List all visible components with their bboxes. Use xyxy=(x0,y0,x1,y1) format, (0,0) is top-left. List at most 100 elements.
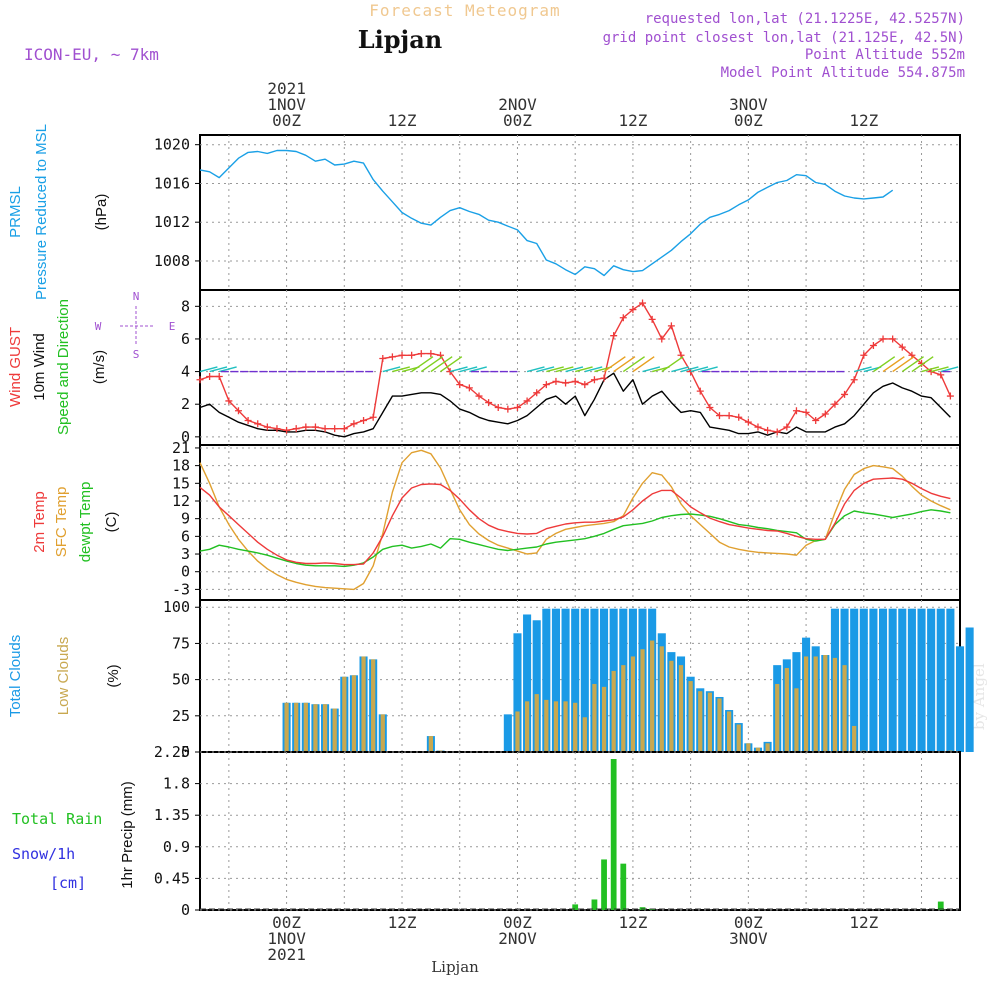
wind-direction-arrow xyxy=(555,366,574,373)
y-tick-label: 0 xyxy=(181,563,190,581)
total-cloud-bar xyxy=(869,608,878,752)
precip-panel: 0 0.45 0.9 1.35 1.8 2.25 Total Rain Snow/1h [cm]… xyxy=(12,743,961,919)
total-rain-label: Total Rain xyxy=(12,810,102,828)
compass-label: N xyxy=(133,290,140,303)
wind-direction-arrow xyxy=(700,366,718,373)
rain-bar xyxy=(591,899,598,910)
gust-marker xyxy=(542,381,550,389)
low-cloud-bar xyxy=(284,702,289,752)
rain-bar xyxy=(937,901,944,910)
gust-marker xyxy=(937,371,945,379)
y-tick-label: 2.25 xyxy=(154,743,190,761)
y-tick-label: 12 xyxy=(172,492,190,510)
wind-direction-arrow xyxy=(642,366,661,373)
gust-marker xyxy=(321,425,329,433)
gust-marker xyxy=(869,341,877,349)
bottom-time-label: 12Z xyxy=(849,913,878,932)
gust-marker xyxy=(648,315,656,323)
y-tick-label: 1.8 xyxy=(163,775,190,793)
y-tick-label: 0.9 xyxy=(163,838,190,856)
gust-marker xyxy=(706,403,714,411)
bottom-time-label: 00Z xyxy=(272,913,301,932)
low-cloud-bar xyxy=(322,704,328,752)
model-label: ICON-EU, ~ 7km xyxy=(24,45,159,64)
y-tick-label: 6 xyxy=(181,527,190,545)
low-cloud-bar xyxy=(823,655,828,752)
wind-gust-line xyxy=(199,302,952,433)
y-tick-label: 1012 xyxy=(154,213,190,231)
gust-marker xyxy=(350,420,358,428)
wind-direction-arrow xyxy=(575,366,593,373)
precip-frame xyxy=(199,751,961,911)
pressure-panel: 1008 1012 1016 1020 PRMSL Pressure Reduced to… xyxy=(7,124,961,300)
gust-marker xyxy=(475,392,483,400)
gust-marker xyxy=(639,299,647,307)
low-cloud-bar xyxy=(582,717,587,752)
y-tick-label: -3 xyxy=(172,580,190,598)
wind-direction-arrow xyxy=(392,366,410,373)
low-cloud-bar xyxy=(601,686,607,752)
wind-direction-arrow xyxy=(882,356,905,373)
total-clouds-label: Total Clouds xyxy=(7,635,24,718)
gust-marker xyxy=(417,350,425,358)
compass-label: E xyxy=(169,320,176,333)
gust-marker xyxy=(523,397,531,405)
low-cloud-bar xyxy=(332,708,337,752)
gust-marker xyxy=(456,381,464,389)
gust-marker xyxy=(764,426,772,434)
bottom-time-label: 12Z xyxy=(388,913,417,932)
wind-direction-arrow xyxy=(873,356,896,373)
gust-marker xyxy=(196,376,204,384)
dewpt-label: dewpt Temp xyxy=(77,482,94,563)
low-cloud-bar xyxy=(755,747,761,752)
y-tick-label: 3 xyxy=(181,545,190,563)
wind-direction-arrow xyxy=(459,366,478,373)
low-cloud-bar xyxy=(592,683,597,752)
gust-marker xyxy=(494,403,502,411)
gust-marker xyxy=(340,425,348,433)
gust-marker xyxy=(898,343,906,351)
low-cloud-bar xyxy=(784,668,789,752)
gust-marker xyxy=(369,413,377,421)
wind-direction-arrow xyxy=(382,366,401,373)
top-time-label: 00Z xyxy=(734,111,763,130)
bottom-time-label: 00Z xyxy=(503,913,532,932)
snow-label: Snow/1h xyxy=(12,845,75,863)
low-cloud-bar xyxy=(534,694,539,752)
wind-direction-arrow xyxy=(430,356,453,373)
gust-marker xyxy=(302,423,310,431)
wind-direction-arrow xyxy=(671,366,689,373)
ten-m-wind-label: 10m Wind xyxy=(31,333,48,401)
low-cloud-bar xyxy=(813,656,818,752)
wind-direction-arrow xyxy=(219,366,237,373)
low-cloud-bar xyxy=(640,649,645,752)
total-cloud-bar xyxy=(571,608,580,752)
wind-direction-arrow xyxy=(661,356,684,373)
y-tick-label: 100 xyxy=(163,598,190,616)
wind-direction-arrow xyxy=(901,356,924,373)
gust-marker xyxy=(234,407,242,415)
total-cloud-bar xyxy=(551,608,560,752)
wind-direction-arrow xyxy=(440,356,463,373)
wind-direction-arrow xyxy=(603,356,626,373)
low-cloud-bar xyxy=(515,711,520,752)
bottom-time-label: 3NOV xyxy=(729,929,768,948)
wind-direction-arrow xyxy=(940,366,959,373)
low-cloud-bar xyxy=(313,704,318,752)
requested-coords: requested lon,lat (21.1225E, 42.5257N) xyxy=(645,11,965,27)
pressure-line xyxy=(199,149,894,277)
gust-marker xyxy=(427,350,435,358)
low-cloud-bar xyxy=(342,676,347,752)
low-cloud-bar xyxy=(621,665,626,752)
gust-marker xyxy=(744,418,752,426)
gust-marker xyxy=(860,351,868,359)
gust-marker xyxy=(379,355,387,363)
gust-marker xyxy=(254,420,262,428)
header: Forecast Meteogram Lipjan ICON-EU, ~ 7km re… xyxy=(24,1,988,976)
snow-unit-label: [cm] xyxy=(50,874,86,892)
wind-direction-arrow xyxy=(536,366,555,373)
gust-marker xyxy=(398,351,406,359)
